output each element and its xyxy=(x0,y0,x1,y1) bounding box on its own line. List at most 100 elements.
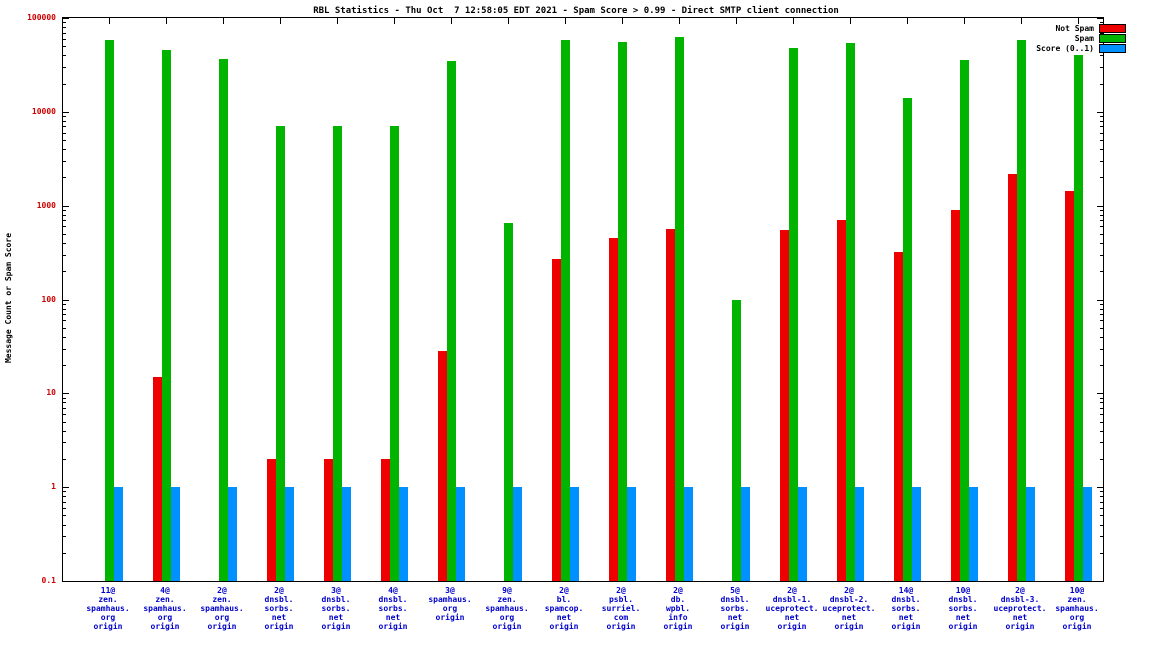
y-minor-tick-mark xyxy=(1100,226,1103,227)
x-category-label: 2@ zen. spamhaus. org origin xyxy=(187,586,257,631)
x-category-label: 4@ dnsbl. sorbs. net origin xyxy=(358,586,428,631)
y-tick-mark xyxy=(63,206,69,207)
y-minor-tick-mark xyxy=(63,27,66,28)
x-tick-mark xyxy=(508,18,509,24)
bar-score-15 xyxy=(969,487,978,581)
x-category-label-line: surriel. xyxy=(601,604,641,613)
x-category-label: 2@ psbl. surriel. com origin xyxy=(586,586,656,631)
x-tick-mark xyxy=(223,18,224,24)
x-category-label-line: 2@ xyxy=(787,586,797,595)
x-category-label-line: spamcop. xyxy=(544,604,584,613)
y-minor-tick-mark xyxy=(1100,349,1103,350)
x-category-label-line: uceprotect. xyxy=(993,604,1047,613)
y-minor-tick-mark xyxy=(63,337,66,338)
y-tick-mark xyxy=(1097,206,1103,207)
y-minor-tick-mark xyxy=(1100,22,1103,23)
x-category-label-line: 3@ xyxy=(445,586,455,595)
y-minor-tick-mark xyxy=(1100,508,1103,509)
bar-not-spam-1 xyxy=(153,376,162,581)
y-minor-tick-mark xyxy=(63,177,66,178)
x-category-label-line: 2@ xyxy=(1015,586,1025,595)
bar-score-16 xyxy=(1026,487,1035,581)
x-category-label: 2@ dnsbl. sorbs. net origin xyxy=(244,586,314,631)
y-minor-tick-mark xyxy=(63,496,66,497)
bar-spam-3 xyxy=(276,126,285,581)
x-category-label-line: net xyxy=(328,613,344,622)
x-tick-mark xyxy=(337,18,338,24)
y-minor-tick-mark xyxy=(63,502,66,503)
bar-score-10 xyxy=(684,487,693,581)
x-tick-mark xyxy=(793,18,794,24)
y-minor-tick-mark xyxy=(63,328,66,329)
y-minor-tick-mark xyxy=(63,22,66,23)
x-category-label-line: uceprotect. xyxy=(765,604,819,613)
bar-not-spam-14 xyxy=(894,252,903,581)
chart-title: RBL Statistics - Thu Oct 7 12:58:05 EDT … xyxy=(313,6,839,16)
y-minor-tick-mark xyxy=(63,459,66,460)
bar-score-4 xyxy=(342,487,351,581)
bar-score-6 xyxy=(456,487,465,581)
x-category-label: 3@ dnsbl. sorbs. net origin xyxy=(301,586,371,631)
x-category-label-line: org xyxy=(499,613,515,622)
bar-spam-7 xyxy=(504,223,513,581)
y-tick-label: 1 xyxy=(51,482,56,492)
x-tick-mark xyxy=(1021,18,1022,24)
x-category-label-line: 3@ xyxy=(331,586,341,595)
x-category-label-line: dnsbl. xyxy=(378,595,408,604)
bar-spam-14 xyxy=(903,98,912,581)
y-minor-tick-mark xyxy=(1100,67,1103,68)
y-minor-tick-mark xyxy=(63,320,66,321)
x-category-label-line: origin xyxy=(777,622,807,631)
y-minor-tick-mark xyxy=(63,515,66,516)
x-tick-mark xyxy=(907,18,908,24)
x-tick-mark xyxy=(736,18,737,24)
y-minor-tick-mark xyxy=(1100,337,1103,338)
y-minor-tick-mark xyxy=(63,309,66,310)
y-minor-tick-mark xyxy=(63,314,66,315)
y-minor-tick-mark xyxy=(1100,161,1103,162)
x-category-label-line: zen. xyxy=(1067,595,1087,604)
x-category-label: 2@ dnsbl-2. uceprotect. net origin xyxy=(814,586,884,631)
x-category-label-line: sorbs. xyxy=(720,604,750,613)
y-minor-tick-mark xyxy=(1100,398,1103,399)
bar-not-spam-5 xyxy=(381,458,390,581)
legend-item-spam: Spam xyxy=(1036,34,1126,43)
y-minor-tick-mark xyxy=(63,226,66,227)
y-minor-tick-mark xyxy=(1100,177,1103,178)
x-category-label-line: origin xyxy=(948,622,978,631)
x-tick-mark xyxy=(451,18,452,24)
x-category-label-line: origin xyxy=(549,622,579,631)
x-category-label-line: com xyxy=(613,613,629,622)
bar-score-3 xyxy=(285,487,294,581)
x-category-label-line: 2@ xyxy=(844,586,854,595)
y-minor-tick-mark xyxy=(1100,33,1103,34)
y-minor-tick-mark xyxy=(1100,309,1103,310)
y-minor-tick-mark xyxy=(1100,55,1103,56)
y-minor-tick-mark xyxy=(63,243,66,244)
y-minor-tick-mark xyxy=(1100,84,1103,85)
x-category-label: 11@ zen. spamhaus. org origin xyxy=(73,586,143,631)
x-category-label-line: origin xyxy=(720,622,750,631)
x-category-label-line: origin xyxy=(321,622,351,631)
y-minor-tick-mark xyxy=(1100,320,1103,321)
x-tick-mark xyxy=(679,18,680,24)
bar-not-spam-4 xyxy=(324,458,333,581)
y-minor-tick-mark xyxy=(1100,515,1103,516)
y-tick-mark xyxy=(1097,18,1103,19)
y-minor-tick-mark xyxy=(63,33,66,34)
y-tick-mark xyxy=(1097,112,1103,113)
y-minor-tick-mark xyxy=(1100,442,1103,443)
y-minor-tick-mark xyxy=(63,402,66,403)
plot-area xyxy=(62,17,1104,582)
y-minor-tick-mark xyxy=(63,508,66,509)
bar-not-spam-8 xyxy=(552,259,561,581)
x-category-label-line: zen. xyxy=(212,595,232,604)
y-tick-label: 1000 xyxy=(36,200,56,210)
x-category-label-line: dnsbl-3. xyxy=(1000,595,1040,604)
x-category-label-line: 11@ xyxy=(100,586,116,595)
y-minor-tick-mark xyxy=(63,116,66,117)
x-tick-mark xyxy=(622,18,623,24)
y-minor-tick-mark xyxy=(63,365,66,366)
y-tick-label: 10 xyxy=(46,388,56,398)
y-minor-tick-mark xyxy=(63,210,66,211)
